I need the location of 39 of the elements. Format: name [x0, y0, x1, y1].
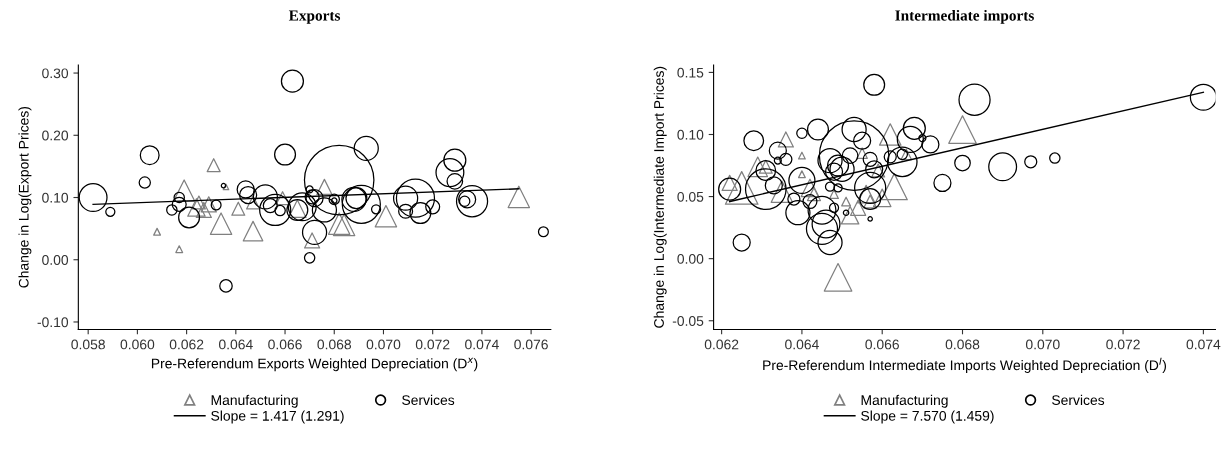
x-tick-label: 0.070 [1025, 339, 1060, 350]
y-tick-label: -0.05 [672, 316, 704, 326]
x-axis-title: Pre-Referendum Intermediate Imports Weighted Depreciation (D$^{I}$) [763, 357, 1166, 373]
y-tick-label: 0.10 [42, 192, 69, 203]
x-tick-label: 0.072 [415, 339, 450, 350]
chart-title: Intermediate imports [895, 9, 1034, 24]
x-axis-title: Pre-Referendum Exports Weighted Depreciation (D$^{x}$) [151, 357, 478, 372]
legend-label: Slope = 1.417 (1.291) [211, 410, 344, 424]
x-tick-label: 0.064 [218, 339, 253, 350]
x-tick-label: 0.074 [1186, 339, 1221, 350]
x-tick-label: 0.062 [704, 339, 739, 350]
y-tick-label: 0.10 [677, 129, 704, 140]
x-tick-label: 0.068 [317, 339, 352, 350]
x-tick-label: 0.060 [120, 339, 155, 350]
y-tick-label: 0.20 [42, 130, 69, 141]
y-tick-label: 0.15 [677, 67, 704, 78]
legend-label: Manufacturing [861, 394, 948, 408]
y-tick-label: 0.05 [677, 191, 704, 202]
x-tick-label: 0.062 [169, 339, 204, 350]
chart-title: Exports [288, 10, 341, 24]
x-tick-label: 0.072 [1106, 339, 1140, 350]
y-tick-label: -0.10 [37, 317, 69, 328]
x-tick-label: 0.074 [465, 339, 499, 350]
x-tick-label: 0.070 [366, 339, 401, 350]
y-tick-label: 0.30 [42, 68, 69, 79]
legend-label: Services [402, 394, 455, 406]
x-tick-label: 0.076 [514, 339, 548, 350]
x-tick-label: 0.066 [865, 339, 899, 350]
legend-label: Manufacturing [211, 394, 298, 408]
y-tick-label: 0.00 [677, 254, 704, 264]
x-tick-label: 0.066 [268, 339, 302, 350]
x-tick-label: 0.068 [945, 339, 980, 350]
y-axis-title: Change in Log(Export Prices) [18, 106, 32, 288]
y-tick-label: 0.00 [42, 255, 69, 265]
legend-label: Slope = 7.570 (1.459) [861, 410, 994, 424]
legend-label: Services [1052, 394, 1105, 406]
y-axis-title: Change in Log(Intermediate Import Prices) [653, 66, 667, 328]
x-tick-label: 0.058 [71, 339, 105, 350]
x-tick-label: 0.064 [785, 339, 819, 350]
